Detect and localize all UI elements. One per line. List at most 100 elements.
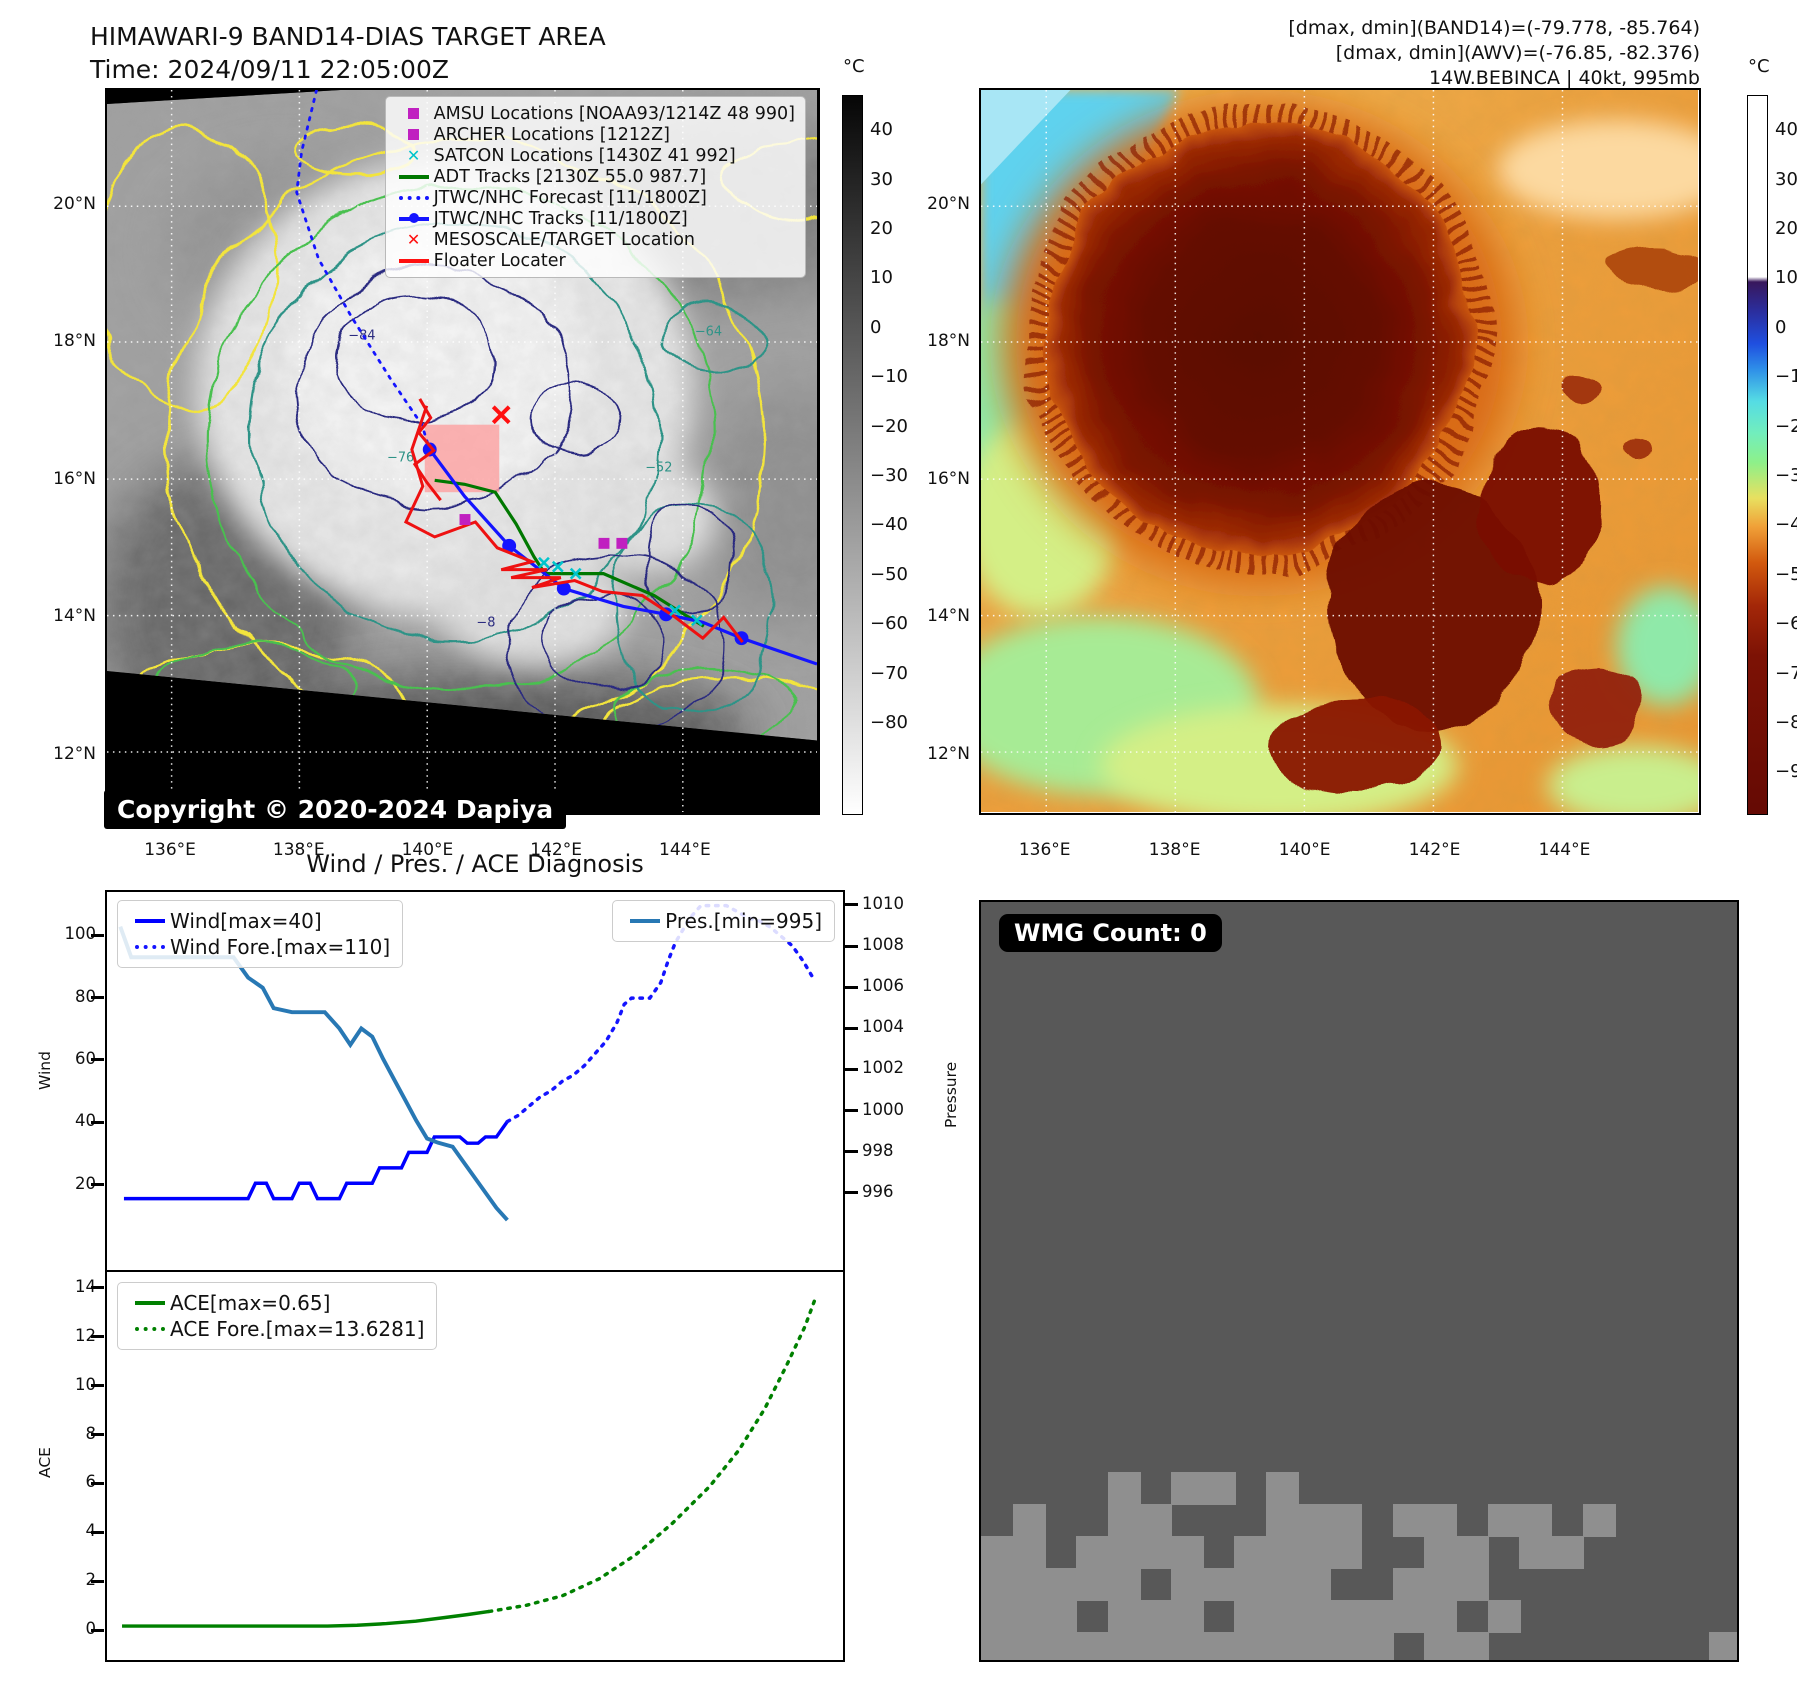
wmg-grid-cell	[1202, 1568, 1236, 1601]
wmg-grid-cell	[1139, 1536, 1173, 1569]
wmg-count-badge: WMG Count: 0	[999, 914, 1222, 952]
wmg-grid-cell	[1012, 1568, 1046, 1601]
legend-item: ACE Fore.[max=13.6281]	[130, 1316, 424, 1342]
jtwc-track-point-icon	[422, 442, 437, 457]
wmg-grid-cell	[1266, 1504, 1300, 1537]
colorbar-tick-label: −40	[870, 514, 908, 536]
wmg-grid-cell	[1202, 1632, 1236, 1660]
wmg-grid-cell	[1139, 1600, 1173, 1633]
wmg-grid-cell	[1456, 1536, 1490, 1569]
wmg-grid-cell	[981, 1632, 1014, 1660]
lon-tick-label: 138°E	[1148, 840, 1201, 860]
chart-tick-label: 100	[64, 924, 97, 944]
floater-track	[403, 405, 744, 644]
chart-tick-label: 1002	[862, 1058, 904, 1078]
lon-tick-label: 140°E	[1278, 840, 1331, 860]
legend-item: ACE[max=0.65]	[130, 1290, 424, 1316]
lat-tick-label: 14°N	[53, 606, 96, 627]
wmg-grid-cell	[1297, 1504, 1331, 1537]
target-x-icon	[491, 405, 511, 425]
wmg-grid-cell	[1329, 1632, 1363, 1660]
band14-yaxis: 20°N 18°N 16°N 14°N 12°N	[26, 88, 96, 815]
chart-tick-label: 8	[86, 1424, 97, 1443]
axis-tick-mark	[845, 1067, 858, 1071]
wmg-grid-cell	[1361, 1632, 1395, 1660]
wmg-grid-cell	[1107, 1504, 1141, 1537]
legend-item-label: MESOSCALE/TARGET Location	[433, 229, 696, 250]
axis-tick-mark	[845, 1150, 858, 1154]
legend-item-label: JTWC/NHC Tracks [11/1800Z]	[433, 208, 688, 229]
axis-tick-mark	[91, 1183, 104, 1187]
legend-item-label: Wind[max=40]	[170, 909, 322, 933]
dotted-line-icon	[130, 945, 170, 949]
lon-tick-label: 144°E	[659, 840, 711, 860]
adt-track	[434, 478, 705, 628]
lat-tick-label: 12°N	[927, 743, 970, 764]
wmg-grid-cell	[1012, 1632, 1046, 1660]
contour-label: −64	[695, 324, 722, 339]
wind-pressure-chart: Wind[max=40] Wind Fore.[max=110] Pres.[mi…	[105, 890, 845, 1272]
axis-tick-mark	[91, 1433, 104, 1437]
chart-tick-label: 1004	[862, 1017, 904, 1037]
wmg-grid-cell	[1456, 1632, 1490, 1660]
wmg-grid-cell	[1044, 1600, 1078, 1633]
chart-tick-label: 1010	[862, 893, 904, 913]
wmg-grid-cell	[1107, 1472, 1141, 1505]
axis-tick-mark	[91, 1335, 104, 1339]
wmg-grid-cell	[1266, 1536, 1300, 1569]
wmg-grid-cell	[1329, 1600, 1363, 1633]
lat-tick-label: 20°N	[53, 194, 96, 215]
band14-title: HIMAWARI-9 BAND14-DIAS TARGET AREA	[90, 22, 606, 51]
legend-item: Floater Locater	[394, 250, 795, 271]
line-icon	[394, 174, 434, 179]
colorbar-tick-label: 0	[870, 316, 882, 338]
axis-tick-mark	[91, 1530, 104, 1534]
colorbar-tick-label: −80	[1775, 711, 1797, 733]
colorbar-tick-label: 10	[1775, 267, 1797, 289]
colorbar-tick-label: 0	[1775, 316, 1787, 338]
legend-item: JTWC/NHC Forecast [11/1800Z]	[394, 187, 795, 208]
wmg-grid-cell	[1424, 1568, 1458, 1601]
wmg-grid-cell	[1297, 1568, 1331, 1601]
copyright-badge: Copyright © 2020-2024 Dapiya	[104, 790, 567, 829]
wmg-grid-cell	[1519, 1504, 1553, 1537]
contour-label: −76	[387, 450, 414, 465]
axis-tick-mark	[845, 944, 858, 948]
colorbar-tick-label: −70	[870, 662, 908, 684]
line-icon	[625, 919, 665, 923]
legend-item: Wind Fore.[max=110]	[130, 934, 390, 960]
colorbar-tick-label: −60	[870, 613, 908, 635]
colorbar-tick-label: −80	[870, 711, 908, 733]
dotted-line-icon	[130, 1327, 170, 1331]
wmg-grid-cell	[1487, 1600, 1521, 1633]
band14-colorbar-unit: °C	[843, 56, 865, 77]
legend-item: JTWC/NHC Tracks [11/1800Z]	[394, 208, 795, 229]
pressure-axis-label: Pressure	[942, 1061, 960, 1128]
wmg-grid-cell	[1297, 1536, 1331, 1569]
jtwc-forecast-track	[295, 90, 432, 451]
wmg-grid-cell	[1044, 1632, 1078, 1660]
amsu-marker-icon	[459, 514, 471, 525]
wmg-grid-cell	[1361, 1600, 1395, 1633]
axis-tick-mark	[91, 1120, 104, 1124]
wind-pressure-chart-plot	[118, 903, 816, 1222]
ace-legend: ACE[max=0.65] ACE Fore.[max=13.6281]	[117, 1282, 438, 1350]
lon-tick-label: 136°E	[1018, 840, 1071, 860]
chart-tick-label: 2	[86, 1570, 97, 1589]
legend-item-label: Floater Locater	[433, 250, 566, 271]
wmg-grid-cell	[1012, 1536, 1046, 1569]
line-with-dot-icon	[394, 213, 434, 223]
lat-tick-label: 18°N	[927, 330, 970, 351]
lon-tick-label: 140°E	[401, 840, 454, 860]
band14-colorbar-ticks: 40 30 20 10 0 −10 −20 −30 −40 −50 −60 −70 −80	[870, 95, 930, 815]
wmg-grid-cell	[1487, 1504, 1521, 1537]
legend-item-label: SATCON Locations [1430Z 41 992]	[433, 145, 736, 166]
x-marker-icon: ✕	[406, 146, 421, 165]
chart-tick-label: 60	[75, 1048, 96, 1068]
wmg-grid-cell	[1012, 1600, 1046, 1633]
lat-tick-label: 12°N	[53, 743, 96, 764]
axis-tick-mark	[91, 1579, 104, 1583]
colorbar-tick-label: 20	[1775, 218, 1797, 240]
legend-item-label: AMSU Locations [NOAA93/1214Z 48 990]	[433, 103, 795, 124]
